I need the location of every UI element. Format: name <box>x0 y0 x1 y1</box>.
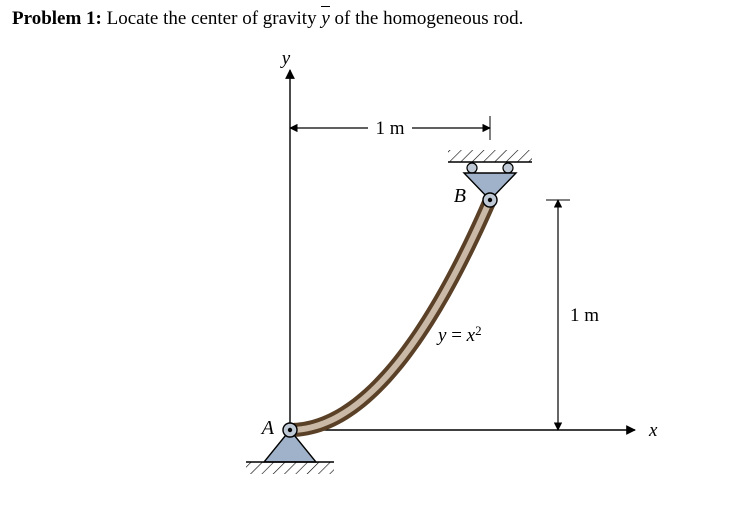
x-axis-label: x <box>648 420 658 441</box>
diagram: y x y = x2 1 m 1 m B A <box>0 0 749 510</box>
point-a-label: A <box>260 417 275 439</box>
rod-outer <box>290 200 490 430</box>
curve-equation: y = x2 <box>436 323 482 346</box>
dim-top-label: 1 m <box>375 118 404 139</box>
point-b-label: B <box>454 185 466 207</box>
y-axis-label: y <box>280 48 291 69</box>
rod-inner <box>290 200 490 430</box>
dim-right-label: 1 m <box>570 305 599 326</box>
